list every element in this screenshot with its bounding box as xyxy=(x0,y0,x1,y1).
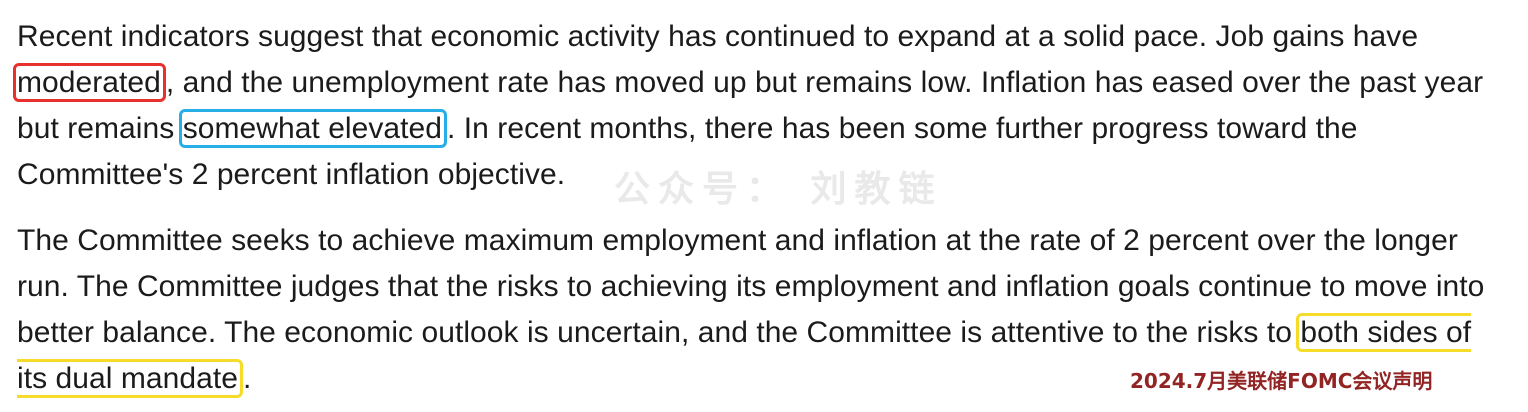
highlight-moderated: moderated xyxy=(13,63,166,102)
paragraph-committee-goals: The Committee seeks to achieve maximum e… xyxy=(17,218,1508,402)
paragraph-economic-activity: Recent indicators suggest that economic … xyxy=(13,14,1508,198)
paragraph2-text-2: . xyxy=(242,362,252,395)
paragraph2-text-1: The Committee seeks to achieve maximum e… xyxy=(17,224,1485,349)
highlight-somewhat-elevated: somewhat elevated xyxy=(178,109,448,148)
highlight-dual-mandate: both sides of its dual mandate xyxy=(17,313,1472,398)
paragraph1-text-3: . In recent months, there has been some … xyxy=(17,112,1358,191)
paragraph1-text-2: , and the unemployment rate has moved up… xyxy=(17,66,1484,145)
source-label: 2024.7月美联储FOMC会议声明 xyxy=(1130,369,1433,393)
paragraph1-text-1: Recent indicators suggest that economic … xyxy=(17,20,1419,53)
